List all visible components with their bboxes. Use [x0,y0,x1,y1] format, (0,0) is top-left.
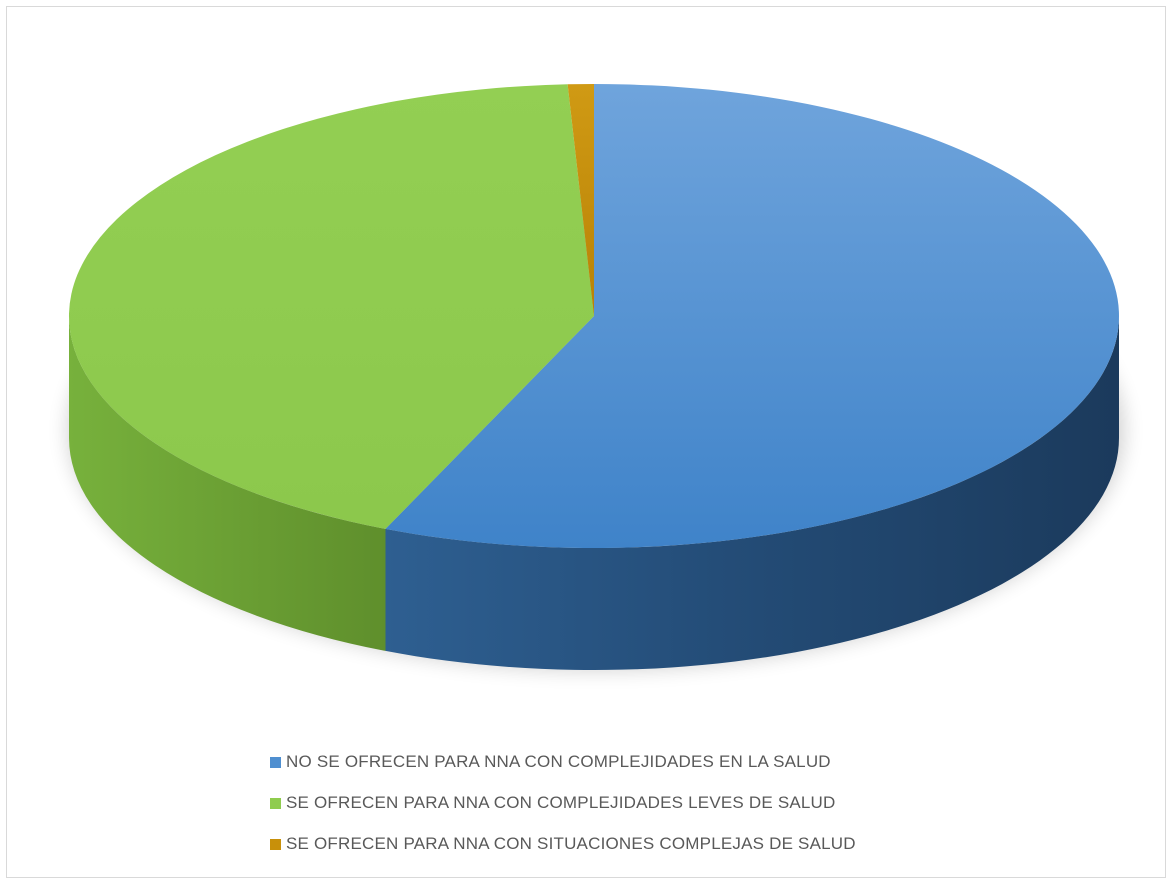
slice-complejas [567,83,594,316]
pie-sides [68,316,1119,671]
slice-leves-side [68,316,386,651]
legend-label: SE OFRECEN PARA NNA CON COMPLEJIDADES LE… [286,793,836,812]
legend-swatch [270,797,281,809]
legend-item-leves: SE OFRECEN PARA NNA CON COMPLEJIDADES LE… [270,793,856,813]
legend-item-no-ofrecen: NO SE OFRECEN PARA NNA CON COMPLEJIDADES… [270,752,856,772]
slice-no-ofrecen [385,84,1119,548]
slice-leves [68,84,595,529]
legend: NO SE OFRECEN PARA NNA CON COMPLEJIDADES… [270,752,856,875]
legend-label: SE OFRECEN PARA NNA CON SITUACIONES COMP… [286,834,856,853]
legend-swatch [270,756,281,768]
pie-tops [68,83,1119,548]
legend-swatch [270,838,281,850]
legend-label: NO SE OFRECEN PARA NNA CON COMPLEJIDADES… [286,752,831,771]
legend-item-complejas: SE OFRECEN PARA NNA CON SITUACIONES COMP… [270,834,856,854]
slice-no-ofrecen-side [385,316,1119,671]
